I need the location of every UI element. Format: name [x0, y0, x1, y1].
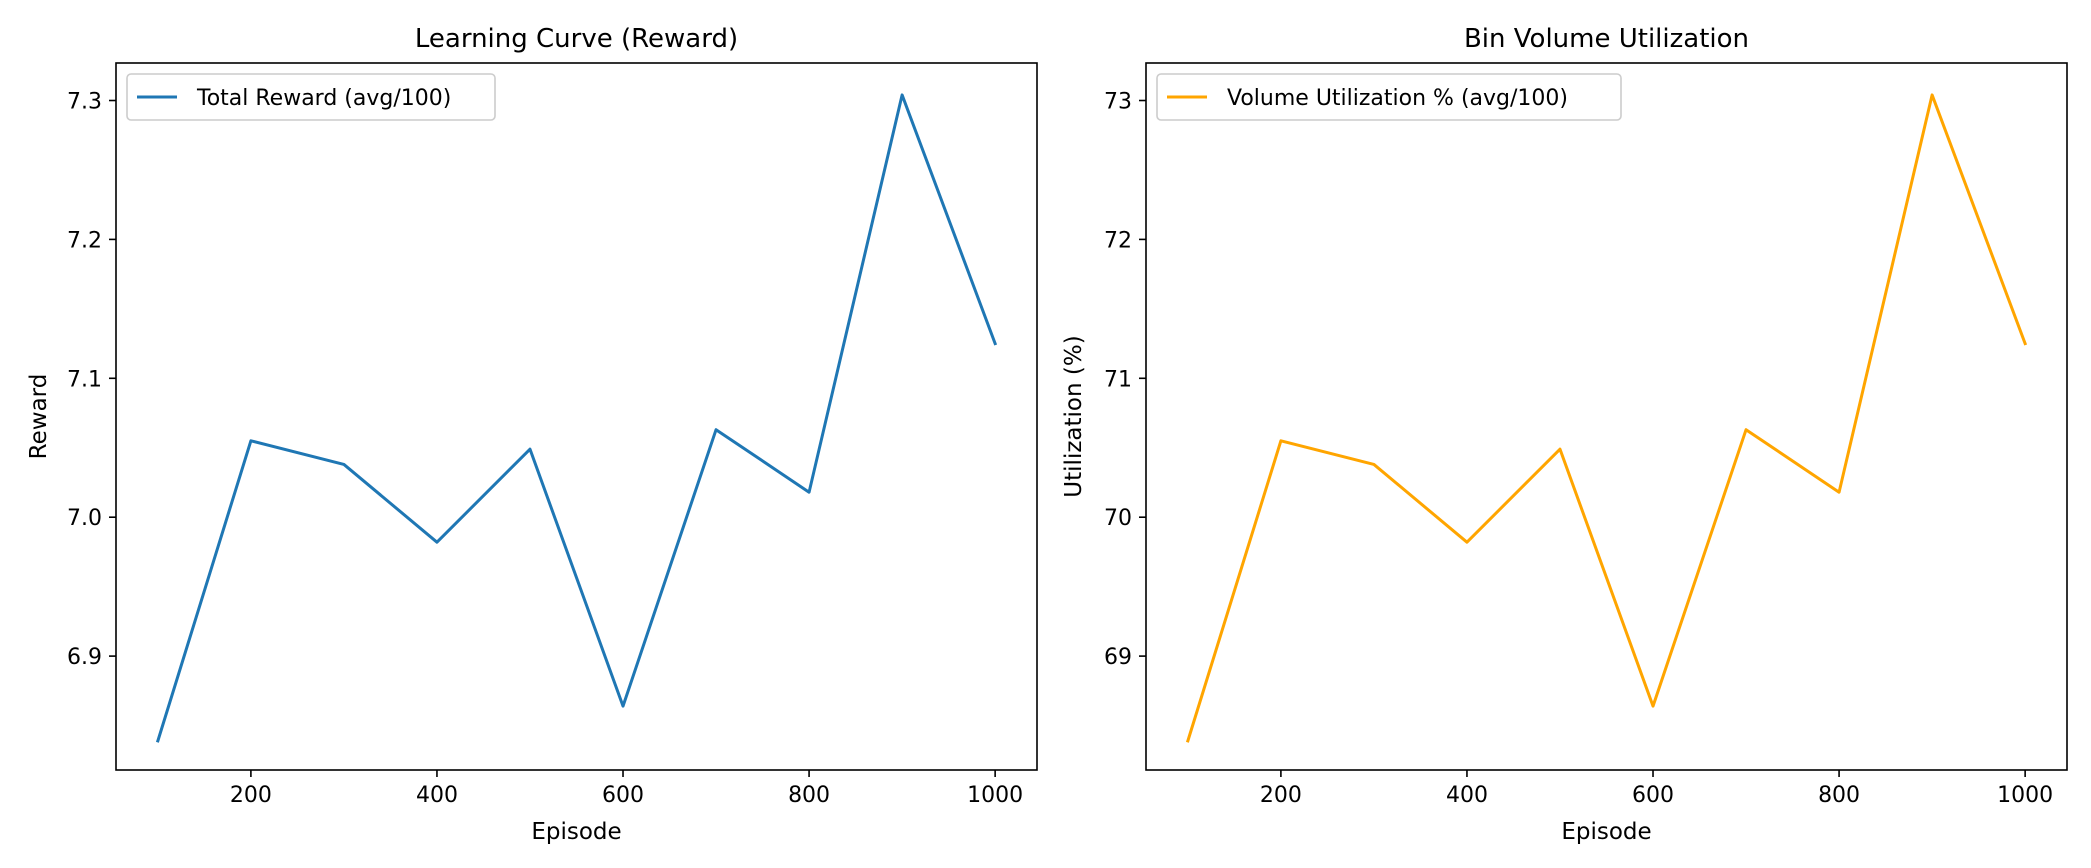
- reward-y-tick-label: 7.3: [67, 90, 102, 115]
- reward-x-tick-label: 400: [416, 783, 458, 808]
- utilization-series-line: [1185, 93, 2028, 743]
- utilization-legend-box: [1156, 73, 1622, 121]
- utilization-y-tick-label: 72: [1104, 228, 1132, 253]
- reward-legend-label: Total Reward (avg/100): [196, 86, 451, 111]
- utilization-legend: Volume Utilization % (avg/100): [1156, 73, 1622, 121]
- utilization-chart-title: Bin Volume Utilization: [1464, 24, 1749, 54]
- utilization-y-tick-label: 73: [1104, 90, 1132, 115]
- reward-x-tick-label: 1000: [967, 783, 1023, 808]
- utilization-chart: Bin Volume Utilization 200 400 600 800 1000 69…: [1061, 24, 2068, 845]
- utilization-y-axis-label: Utilization (%): [1061, 335, 1087, 497]
- reward-y-tick-label: 6.9: [67, 645, 102, 670]
- reward-y-tick-label: 7.1: [67, 367, 102, 392]
- reward-x-tick-label: 600: [602, 783, 644, 808]
- reward-axes-frame: [115, 62, 1038, 771]
- utilization-x-tick-label: 1000: [1997, 783, 2053, 808]
- reward-chart-title: Learning Curve (Reward): [415, 24, 738, 54]
- utilization-x-tick-label: 800: [1818, 783, 1860, 808]
- utilization-y-tick-label: 70: [1104, 506, 1132, 531]
- utilization-x-tick-label: 600: [1632, 783, 1674, 808]
- utilization-x-tick-label: 200: [1260, 783, 1302, 808]
- reward-legend-box: [126, 73, 496, 121]
- utilization-x-tick-label: 400: [1446, 783, 1488, 808]
- utilization-legend-label: Volume Utilization % (avg/100): [1227, 86, 1568, 111]
- reward-y-tick-label: 7.2: [67, 228, 102, 253]
- utilization-x-axis-label: Episode: [1561, 819, 1651, 845]
- utilization-axes-frame: [1145, 62, 2068, 771]
- reward-y-tick-label: 7.0: [67, 506, 102, 531]
- reward-legend: Total Reward (avg/100): [126, 73, 496, 121]
- reward-x-tick-label: 800: [788, 783, 830, 808]
- utilization-y-tick-label: 71: [1104, 367, 1132, 392]
- reward-series-line: [155, 93, 998, 743]
- reward-y-axis-label: Reward: [26, 374, 52, 460]
- reward-x-tick-label: 200: [230, 783, 272, 808]
- reward-x-axis-label: Episode: [531, 819, 621, 845]
- reward-chart: Learning Curve (Reward) 200 400 600 800 1000 6…: [26, 24, 1038, 845]
- utilization-y-tick-label: 69: [1104, 645, 1132, 670]
